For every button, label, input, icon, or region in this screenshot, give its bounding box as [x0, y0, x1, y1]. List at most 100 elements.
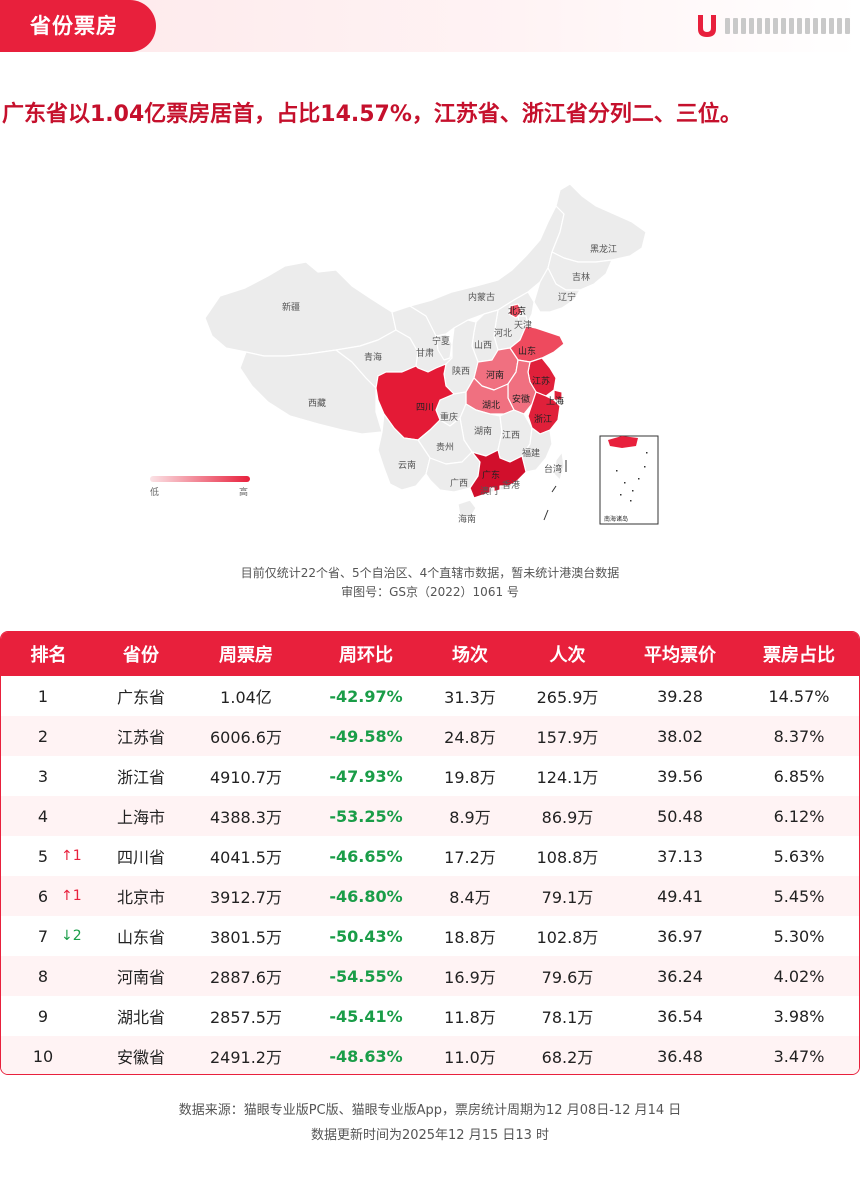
wow-cell: -49.58%	[329, 726, 403, 746]
shows-cell: 11.0万	[444, 1048, 496, 1067]
rank-cell: 10	[1, 1036, 96, 1074]
label-hubei: 湖北	[482, 401, 501, 411]
province-cell: 山东省	[116, 928, 165, 947]
map-note-approval: 审图号：GS京（2022）1061 号	[341, 585, 519, 599]
rank-number: 8	[37, 966, 49, 986]
region-xizang	[239, 349, 383, 435]
weekly-box-cell: 2857.5万	[210, 1008, 282, 1027]
rank-number: 3	[37, 766, 49, 786]
province-cell: 江苏省	[116, 728, 165, 747]
label-henan: 河南	[486, 371, 505, 381]
rank-cell: 5 ↑1	[1, 836, 96, 876]
table-row: 10 安徽省 2491.2万 -48.63% 11.0万 68.2万 36.48 3.47%	[1, 1036, 859, 1074]
headline: 广东省以1.04亿票房居首，占比14.57%，江苏省、浙江省分列二、三位。	[2, 102, 742, 127]
legend-high-label: 高	[238, 488, 248, 498]
table-row: 5 ↑1 四川省 4041.5万 -46.65% 17.2万 108.8万 37.13 5.63…	[1, 836, 859, 876]
weekly-box-cell: 3912.7万	[210, 888, 282, 907]
admissions-cell: 157.9万	[536, 728, 599, 747]
label-shanghai: 上海	[546, 397, 565, 407]
inset-mainland	[608, 436, 638, 448]
rank-number: 9	[37, 1006, 49, 1026]
label-jilin: 吉林	[572, 273, 591, 283]
inset-label: 南海诸岛	[604, 516, 629, 523]
region-hainan	[457, 499, 477, 519]
province-cell: 上海市	[116, 808, 165, 827]
share-cell: 8.37%	[773, 726, 825, 746]
weekly-box-cell: 1.04亿	[220, 688, 272, 707]
label-jiangsu: 江苏	[532, 377, 551, 387]
admissions-cell: 68.2万	[541, 1048, 594, 1067]
label-hongkong: 香港	[502, 481, 521, 491]
label-xinjiang: 新疆	[282, 303, 301, 313]
inset-islands	[616, 452, 648, 502]
section-title: 省份票房	[0, 0, 156, 52]
rank-number: 4	[37, 806, 49, 826]
label-yunnan: 云南	[398, 461, 417, 471]
label-shandong: 山东	[518, 347, 537, 357]
label-gansu: 甘肃	[416, 349, 435, 359]
shows-cell: 16.9万	[444, 968, 496, 987]
shows-cell: 18.8万	[444, 928, 496, 947]
region-guangdong	[469, 449, 527, 499]
rank-cell: 6 ↑1	[1, 876, 96, 916]
rank-cell: 9	[1, 996, 96, 1036]
share-cell: 6.12%	[773, 806, 825, 826]
province-cell: 安徽省	[116, 1048, 165, 1067]
admissions-cell: 78.1万	[541, 1008, 594, 1027]
col-header-admissions: 人次	[549, 645, 586, 666]
shows-cell: 8.4万	[449, 888, 491, 907]
share-cell: 5.45%	[773, 886, 825, 906]
island-mark-2	[543, 509, 549, 521]
rank-number: 1	[37, 686, 49, 706]
admissions-cell: 108.8万	[536, 848, 599, 867]
shows-cell: 24.8万	[444, 728, 496, 747]
label-shaanxi: 陕西	[452, 367, 471, 377]
label-liaoning: 辽宁	[558, 293, 577, 303]
admissions-cell: 79.6万	[541, 968, 594, 987]
share-cell: 5.30%	[773, 926, 825, 946]
label-beijing: 北京	[508, 307, 527, 317]
legend-gradient-bar	[150, 476, 250, 482]
region-heilongjiang	[551, 183, 647, 263]
province-cell: 北京市	[116, 888, 165, 907]
label-guangdong: 广东	[482, 471, 501, 481]
province-cell: 广东省	[116, 688, 165, 707]
label-ningxia: 宁夏	[432, 337, 451, 347]
avg-price-cell: 36.54	[657, 1006, 703, 1026]
rank-number: 10	[32, 1046, 54, 1066]
table-row: 9 湖北省 2857.5万 -45.41% 11.8万 78.1万 36.54 3.98%	[1, 996, 859, 1036]
legend-low-label: 低	[150, 488, 160, 498]
region-fujian	[521, 427, 553, 473]
wow-cell: -48.63%	[329, 1046, 403, 1066]
region-tianjin	[517, 315, 529, 327]
rank-cell: 2	[1, 716, 96, 756]
wow-cell: -50.43%	[329, 926, 403, 946]
col-header-shows: 场次	[452, 645, 488, 666]
table-row: 6 ↑1 北京市 3912.7万 -46.80% 8.4万 79.1万 49.41 5.45%	[1, 876, 859, 916]
wow-cell: -53.25%	[329, 806, 403, 826]
island-mark-1	[551, 485, 557, 493]
weekly-box-cell: 4041.5万	[210, 848, 282, 867]
share-cell: 4.02%	[773, 966, 825, 986]
share-cell: 5.63%	[773, 846, 825, 866]
table-row: 2 江苏省 6006.6万 -49.58% 24.8万 157.9万 38.02 8.37%	[1, 716, 859, 756]
maoyan-logo-icon	[698, 15, 716, 37]
rank-number: 6	[37, 886, 49, 906]
region-macau	[489, 487, 495, 493]
admissions-cell: 79.1万	[541, 888, 594, 907]
weekly-box-cell: 2887.6万	[210, 968, 282, 987]
wow-cell: -45.41%	[329, 1006, 403, 1026]
table-row: 7 ↓2 山东省 3801.5万 -50.43% 18.8万 102.8万 36.97 5.30…	[1, 916, 859, 956]
south-china-sea-inset	[599, 435, 659, 525]
avg-price-cell: 37.13	[657, 846, 703, 866]
label-hunan: 湖南	[474, 427, 493, 437]
table-row: 4 上海市 4388.3万 -53.25% 8.9万 86.9万 50.48 6.12%	[1, 796, 859, 836]
shows-cell: 11.8万	[444, 1008, 496, 1027]
rank-cell: 7 ↓2	[1, 916, 96, 956]
rank-number: 5	[37, 846, 49, 866]
avg-price-cell: 38.02	[657, 726, 703, 746]
label-hebei: 河北	[494, 329, 513, 339]
avg-price-cell: 36.24	[657, 966, 703, 986]
footer-source: 数据来源：猫眼专业版PC版、猫眼专业版App，票房统计周期为12 月08日-12…	[178, 1103, 682, 1118]
weekly-box-cell: 4910.7万	[210, 768, 282, 787]
